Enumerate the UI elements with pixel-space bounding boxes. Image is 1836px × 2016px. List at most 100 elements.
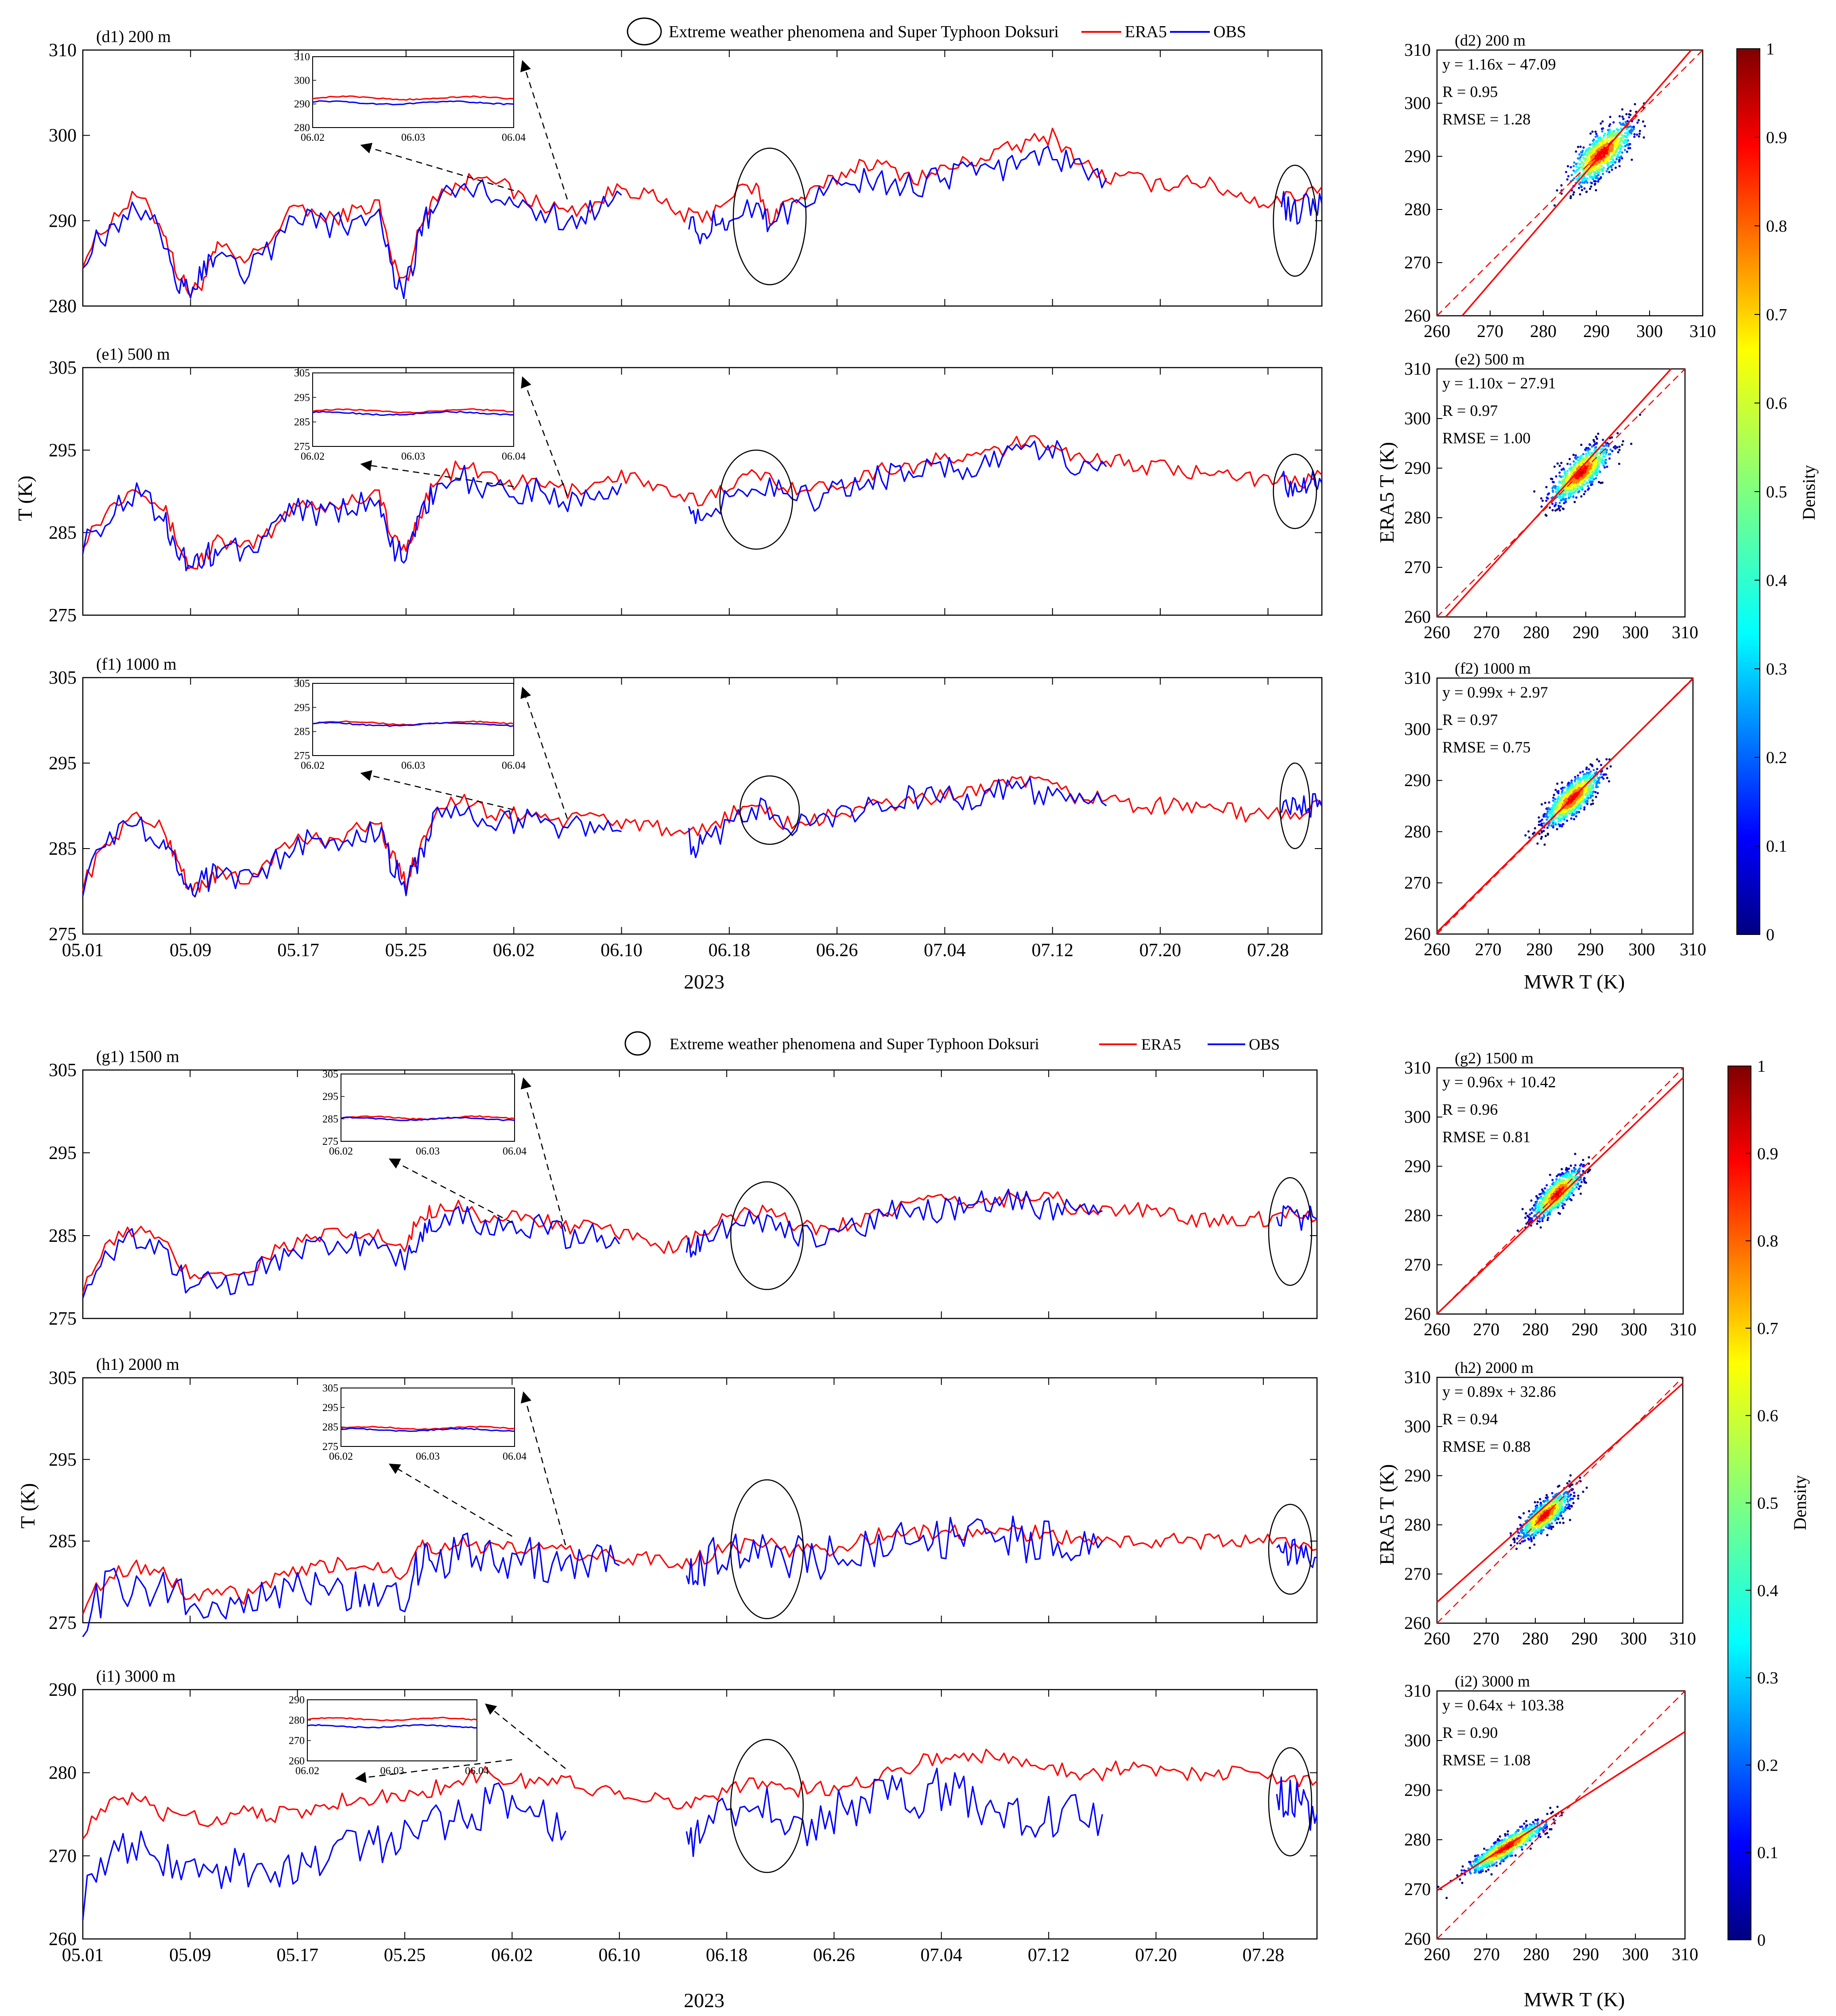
extreme-event-ellipse — [1268, 1747, 1313, 1857]
density-point — [1570, 473, 1573, 475]
density-point — [1561, 1168, 1563, 1171]
density-point — [1551, 1179, 1554, 1181]
density-point — [1538, 1205, 1541, 1208]
density-point — [1626, 128, 1628, 131]
density-point — [1629, 143, 1631, 145]
density-point — [1545, 812, 1548, 815]
density-point — [1560, 1515, 1563, 1517]
density-point — [1580, 443, 1583, 446]
density-point — [1597, 180, 1600, 183]
density-point — [1553, 465, 1556, 468]
scatter-panel-1: (d2) 200 m260260270270280280290290300300… — [1404, 31, 1716, 341]
density-point — [1568, 490, 1571, 492]
scatter-x-tick-label: 310 — [1670, 1319, 1697, 1339]
density-point — [1631, 159, 1633, 161]
density-point — [1528, 836, 1531, 839]
density-point — [1561, 468, 1563, 471]
density-point — [1605, 451, 1608, 454]
density-point — [1595, 463, 1597, 465]
density-point — [1624, 132, 1627, 135]
density-point — [1597, 464, 1600, 466]
density-point — [1556, 797, 1559, 800]
density-point — [1609, 128, 1611, 131]
density-point — [1569, 795, 1572, 798]
density-point — [1565, 1175, 1567, 1178]
scatter-x-tick-label: 310 — [1689, 321, 1716, 341]
scatter-stat-label: R = 0.96 — [1442, 1101, 1498, 1118]
density-point — [1554, 485, 1557, 487]
density-point — [1560, 793, 1563, 795]
density-point — [1576, 456, 1579, 459]
density-point — [1630, 126, 1633, 128]
density-point — [1567, 175, 1570, 178]
density-point — [1557, 1206, 1559, 1209]
density-point — [1570, 484, 1573, 487]
density-point — [1563, 799, 1565, 802]
density-point — [1583, 476, 1586, 478]
density-point — [1591, 130, 1594, 133]
density-point — [1598, 166, 1601, 168]
inset-y-tick-label: 305 — [322, 1383, 338, 1394]
density-point — [1582, 154, 1585, 156]
inset-y-tick-label: 305 — [322, 1069, 338, 1080]
density-point — [1590, 155, 1593, 159]
density-point — [1611, 158, 1614, 161]
density-point — [1560, 496, 1562, 498]
density-point — [1545, 1509, 1548, 1512]
regression-line — [1436, 1077, 1684, 1315]
density-point — [1579, 456, 1581, 458]
density-point — [1546, 1496, 1549, 1499]
scatter-x-tick-label: 270 — [1477, 321, 1503, 341]
scatter-y-tick-label: 280 — [1404, 199, 1431, 219]
density-point — [1602, 155, 1604, 158]
x-tick-label: 07.20 — [1139, 940, 1181, 961]
plot-frame — [82, 677, 1323, 935]
x-tick-label: 05.09 — [170, 940, 212, 961]
scatter-stat-label: RMSE = 1.00 — [1442, 429, 1530, 447]
y-tick-label: 280 — [49, 1763, 77, 1783]
density-point — [1591, 764, 1593, 767]
density-point — [1541, 1220, 1544, 1222]
density-point — [1570, 1505, 1573, 1508]
density-point — [1626, 134, 1629, 136]
inset-x-tick-label: 06.03 — [401, 451, 425, 462]
inset-frame — [341, 1388, 515, 1447]
density-point — [1573, 785, 1576, 788]
density-point — [1569, 197, 1572, 199]
series-obs-line — [82, 145, 1323, 299]
x-tick-label: 06.26 — [816, 940, 858, 961]
density-point — [1574, 454, 1577, 457]
density-point — [1557, 1506, 1559, 1509]
scatter-x-tick-label: 260 — [1424, 939, 1450, 959]
colorbar-top-label: Density — [1799, 465, 1819, 520]
y-tick-label: 275 — [49, 605, 77, 626]
density-point — [1570, 780, 1573, 783]
density-point — [1584, 154, 1587, 157]
density-point — [1580, 151, 1582, 154]
density-point — [1549, 808, 1551, 811]
density-point — [1580, 779, 1582, 781]
line-panel-5: (h1) 2000 m27528529530527528529530506.02… — [49, 1355, 1318, 1637]
density-point — [1557, 1199, 1560, 1202]
scatter-panel-5: (h2) 2000 m26026027027028028029029030030… — [1404, 1359, 1696, 1648]
density-point — [1614, 447, 1617, 450]
density-point — [1540, 831, 1543, 834]
density-point — [1566, 178, 1569, 181]
density-point — [1598, 160, 1600, 163]
density-point — [1600, 143, 1603, 146]
zoom-arrow-left — [360, 460, 514, 488]
zoom-arrow-left — [388, 1158, 512, 1223]
density-point — [1565, 799, 1568, 802]
density-point — [1562, 497, 1565, 500]
density-point — [1567, 1495, 1570, 1498]
density-point — [1606, 152, 1608, 155]
density-point — [1572, 454, 1575, 456]
density-point — [1534, 1528, 1536, 1531]
scatter-ylabel-bottom: ERA5 T (K) — [1375, 1464, 1398, 1565]
density-point — [1576, 1183, 1579, 1186]
density-point — [1588, 154, 1591, 157]
colorbar-tick-label: 0.5 — [1766, 483, 1787, 501]
density-point — [1558, 1173, 1561, 1176]
density-point — [1552, 822, 1554, 825]
